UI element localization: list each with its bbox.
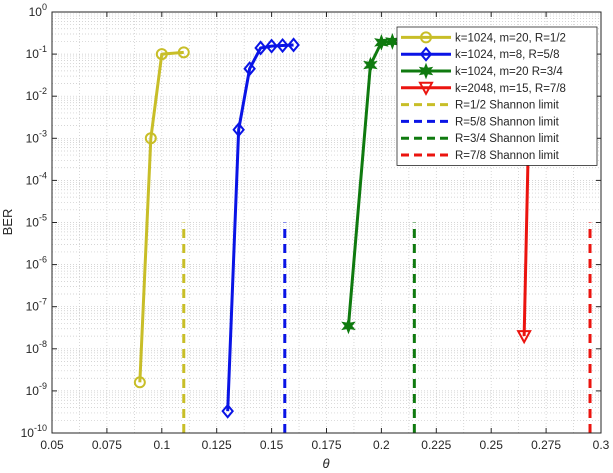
data-point-marker <box>144 132 157 145</box>
series-k-1024-m-8-r-5-8 <box>221 37 300 419</box>
legend-marker <box>420 31 432 44</box>
x-tick-label: 0.2 <box>373 438 390 452</box>
data-point-marker <box>177 46 190 59</box>
x-tick-label: 0.15 <box>260 438 284 452</box>
legend-box <box>396 26 598 166</box>
y-tick-label: 10-3 <box>26 128 47 145</box>
axis-ticks: 0.05 0.075 0.1 0.125 0.15 0.175 0.2 0.225 0.25 0.… <box>21 2 610 452</box>
data-point-marker <box>254 40 267 56</box>
legend-label: R=3/4 Shannon limit <box>455 133 560 145</box>
y-tick-label: 10-5 <box>26 213 47 230</box>
data-point-marker <box>265 38 278 54</box>
y-tick-label: 10-4 <box>26 170 47 187</box>
y-tick-exponent: -3 <box>39 128 47 138</box>
data-point-marker <box>155 48 168 61</box>
data-point-marker <box>243 61 256 77</box>
legend: k=1024, m=20, R=1/2 k=1024, m=8, R=5/8 k=1… <box>396 26 598 166</box>
legend-marker <box>418 81 434 96</box>
y-tick-exponent: -8 <box>39 339 47 349</box>
y-tick-label: 10-8 <box>26 339 47 356</box>
data-point-marker <box>287 37 300 53</box>
y-tick-exponent: -4 <box>39 170 47 180</box>
y-tick-label: 10-6 <box>26 255 47 272</box>
y-tick-exponent: -7 <box>39 297 47 307</box>
y-tick-label: 10-1 <box>26 44 47 61</box>
legend-label: k=1024, m=8, R=5/8 <box>455 49 560 61</box>
x-tick-label: 0.275 <box>531 438 561 452</box>
y-tick-label: 10-9 <box>26 381 47 398</box>
legend-label: R=1/2 Shannon limit <box>455 100 560 112</box>
legend-label: k=2048, m=15, R=7/8 <box>455 83 566 95</box>
x-tick-label: 0.075 <box>92 438 122 452</box>
y-tick-exponent: 0 <box>42 2 47 12</box>
y-axis-label: BER <box>0 209 15 236</box>
x-tick-label: 0.175 <box>311 438 341 452</box>
y-tick-exponent: -9 <box>39 381 47 391</box>
x-tick-label: 0.125 <box>202 438 232 452</box>
series-k-1024-m-20-r-1-2 <box>133 46 190 389</box>
x-tick-label: 0.225 <box>421 438 451 452</box>
data-point-marker <box>232 122 245 138</box>
legend-marker <box>419 46 433 62</box>
data-point-marker <box>363 56 378 74</box>
y-tick-exponent: -2 <box>39 86 47 96</box>
data-point-marker <box>341 317 356 335</box>
legend-label: R=7/8 Shannon limit <box>455 150 560 162</box>
y-tick-label: 10-7 <box>26 297 47 314</box>
legend-label: R=5/8 Shannon limit <box>455 116 560 128</box>
data-point-marker <box>516 330 532 345</box>
x-tick-label: 0.3 <box>593 438 610 452</box>
y-tick-label: 10-2 <box>26 86 47 103</box>
y-tick-exponent: -6 <box>39 255 47 265</box>
legend-label: k=1024, m=20 R=3/4 <box>455 66 563 78</box>
series-line <box>346 39 393 327</box>
grid <box>52 12 601 433</box>
y-tick-exponent: -5 <box>39 213 47 223</box>
y-tick-exponent: -10 <box>34 423 47 433</box>
data-point-marker <box>221 403 234 419</box>
legend-marker <box>418 62 434 80</box>
data-point-marker <box>276 37 289 54</box>
x-tick-label: 0.1 <box>153 438 170 452</box>
series-layer <box>133 33 592 433</box>
series-line <box>226 43 294 412</box>
x-axis-label: θ <box>322 456 329 471</box>
x-tick-label: 0.05 <box>40 438 64 452</box>
y-tick-exponent: -1 <box>39 44 47 54</box>
data-point-marker <box>133 376 146 389</box>
x-tick-label: 0.25 <box>480 438 504 452</box>
series-line <box>522 134 531 337</box>
legend-label: k=1024, m=20, R=1/2 <box>455 32 566 44</box>
series-line <box>138 50 184 383</box>
y-tick-label: 100 <box>29 2 47 19</box>
series-k-1024-m-20-r-3-4 <box>341 33 400 335</box>
